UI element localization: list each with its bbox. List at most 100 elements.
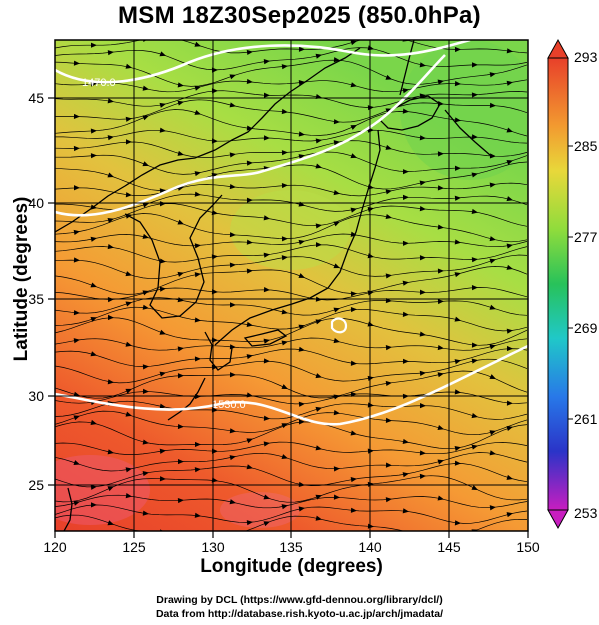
streamline-arrowhead [367, 45, 374, 51]
streamline-arrowhead [246, 520, 253, 526]
streamline-arrowhead [489, 430, 496, 436]
streamline-arrowhead [506, 127, 513, 133]
streamline-arrowhead [367, 290, 374, 296]
streamline-arrowhead [263, 358, 270, 364]
streamline-arrowhead [419, 289, 426, 295]
streamline-arrowhead [385, 497, 392, 503]
streamline-arrowhead [333, 221, 340, 227]
colorbar-bottom-arrow [547, 509, 569, 530]
streamline-arrowhead [90, 502, 97, 508]
streamline-arrowhead [125, 139, 132, 145]
streamline-arrowhead [159, 188, 166, 194]
streamline-arrowhead [142, 290, 149, 296]
streamline-arrowhead [107, 244, 114, 250]
streamline-arrowhead [263, 415, 270, 421]
streamline-arrowhead [471, 342, 478, 348]
streamline-arrowhead [350, 360, 357, 366]
coast-japan-honshu [214, 129, 381, 346]
x-tick-label: 150 [516, 539, 540, 555]
streamline-arrowhead [298, 346, 305, 352]
streamline-arrowhead [454, 195, 461, 201]
streamline-arrowhead [437, 268, 444, 274]
streamline-arrowhead [454, 239, 461, 245]
streamline-arrowhead [419, 62, 426, 68]
streamline-arrowhead [159, 448, 166, 454]
streamline-arrowhead [281, 384, 288, 389]
streamline-arrowhead [419, 180, 426, 186]
streamline-arrowhead [194, 85, 201, 91]
streamline-arrowhead [471, 92, 478, 98]
streamline-arrowhead [298, 46, 305, 52]
streamline-arrowhead [471, 208, 478, 214]
streamline-arrowhead [142, 388, 149, 394]
streamline-arrowhead [298, 324, 305, 330]
streamline-arrowhead [437, 298, 444, 305]
streamline-arrowhead [142, 115, 149, 121]
streamline-arrowhead [125, 341, 132, 347]
streamline-arrowhead [159, 329, 166, 335]
coast-taiwan [63, 487, 73, 531]
streamline-arrowhead [437, 495, 444, 501]
streamline-arrowhead [333, 140, 340, 146]
streamline-arrowhead [229, 455, 236, 461]
streamline-arrowhead [420, 533, 427, 539]
streamline-arrowhead [454, 117, 461, 123]
streamline-arrowhead [194, 512, 201, 518]
streamline-arrowhead [471, 62, 478, 68]
x-tick-label: 120 [43, 539, 67, 555]
streamline-arrowhead [333, 410, 340, 416]
streamline-arrowhead [246, 354, 253, 360]
streamline-arrowhead [489, 72, 496, 78]
streamline-arrowhead [315, 406, 322, 412]
streamline-arrowhead [437, 185, 444, 191]
streamline-arrowhead [298, 401, 305, 407]
streamline-arrowhead [402, 280, 409, 286]
streamline-arrowhead [437, 344, 444, 351]
streamline-arrowhead [263, 521, 270, 527]
streamline-arrowhead [107, 172, 114, 178]
streamline-arrowhead [489, 374, 496, 379]
streamline-arrowhead [177, 373, 184, 379]
streamline-arrowhead [471, 444, 478, 450]
streamline-arrowhead [194, 109, 201, 115]
contour-closed-small [330, 317, 348, 334]
streamline-arrowhead [246, 268, 253, 274]
streamline-arrowhead [298, 79, 305, 86]
y-tick-label: 45 [28, 90, 44, 106]
streamline-arrowhead [437, 425, 444, 431]
streamline-arrowhead [367, 448, 374, 454]
streamline-arrowhead [437, 151, 444, 157]
streamline-arrowhead [419, 450, 426, 456]
streamline-arrowhead [350, 477, 357, 483]
streamline-arrowhead [489, 505, 496, 511]
streamline-arrowhead [506, 264, 513, 270]
coast-china-korea [55, 47, 361, 233]
streamline-arrowhead [90, 351, 97, 357]
streamline-arrowhead [246, 239, 253, 245]
streamline-arrowhead [402, 88, 409, 94]
streamline-arrowhead [125, 301, 132, 307]
streamline-arrowhead [229, 302, 236, 308]
streamline-arrowhead [229, 372, 236, 378]
streamline-arrowhead [177, 423, 184, 430]
streamline-arrowhead [281, 504, 288, 510]
streamline-arrowhead [246, 321, 253, 328]
streamline-arrowhead [177, 219, 184, 225]
streamline-arrowhead [246, 438, 253, 444]
streamline-arrowhead [350, 153, 357, 159]
streamline-arrowhead [125, 116, 132, 122]
streamline-arrowhead [194, 243, 201, 249]
streamline-arrowhead [367, 321, 374, 327]
streamline-arrowhead [142, 470, 149, 477]
streamline-arrowhead [454, 520, 461, 526]
streamline-arrowhead [229, 499, 236, 505]
streamline-arrowhead [402, 311, 409, 317]
streamline-arrowhead [159, 51, 166, 57]
streamline-arrowhead [298, 154, 305, 160]
streamline-arrowhead [350, 231, 357, 237]
streamline-arrowhead [281, 64, 288, 70]
contour-label-1530: 1530.0 [212, 399, 246, 411]
streamline-arrowhead [263, 287, 270, 293]
streamline-arrowhead [402, 508, 409, 514]
streamline-arrowhead [159, 102, 166, 108]
